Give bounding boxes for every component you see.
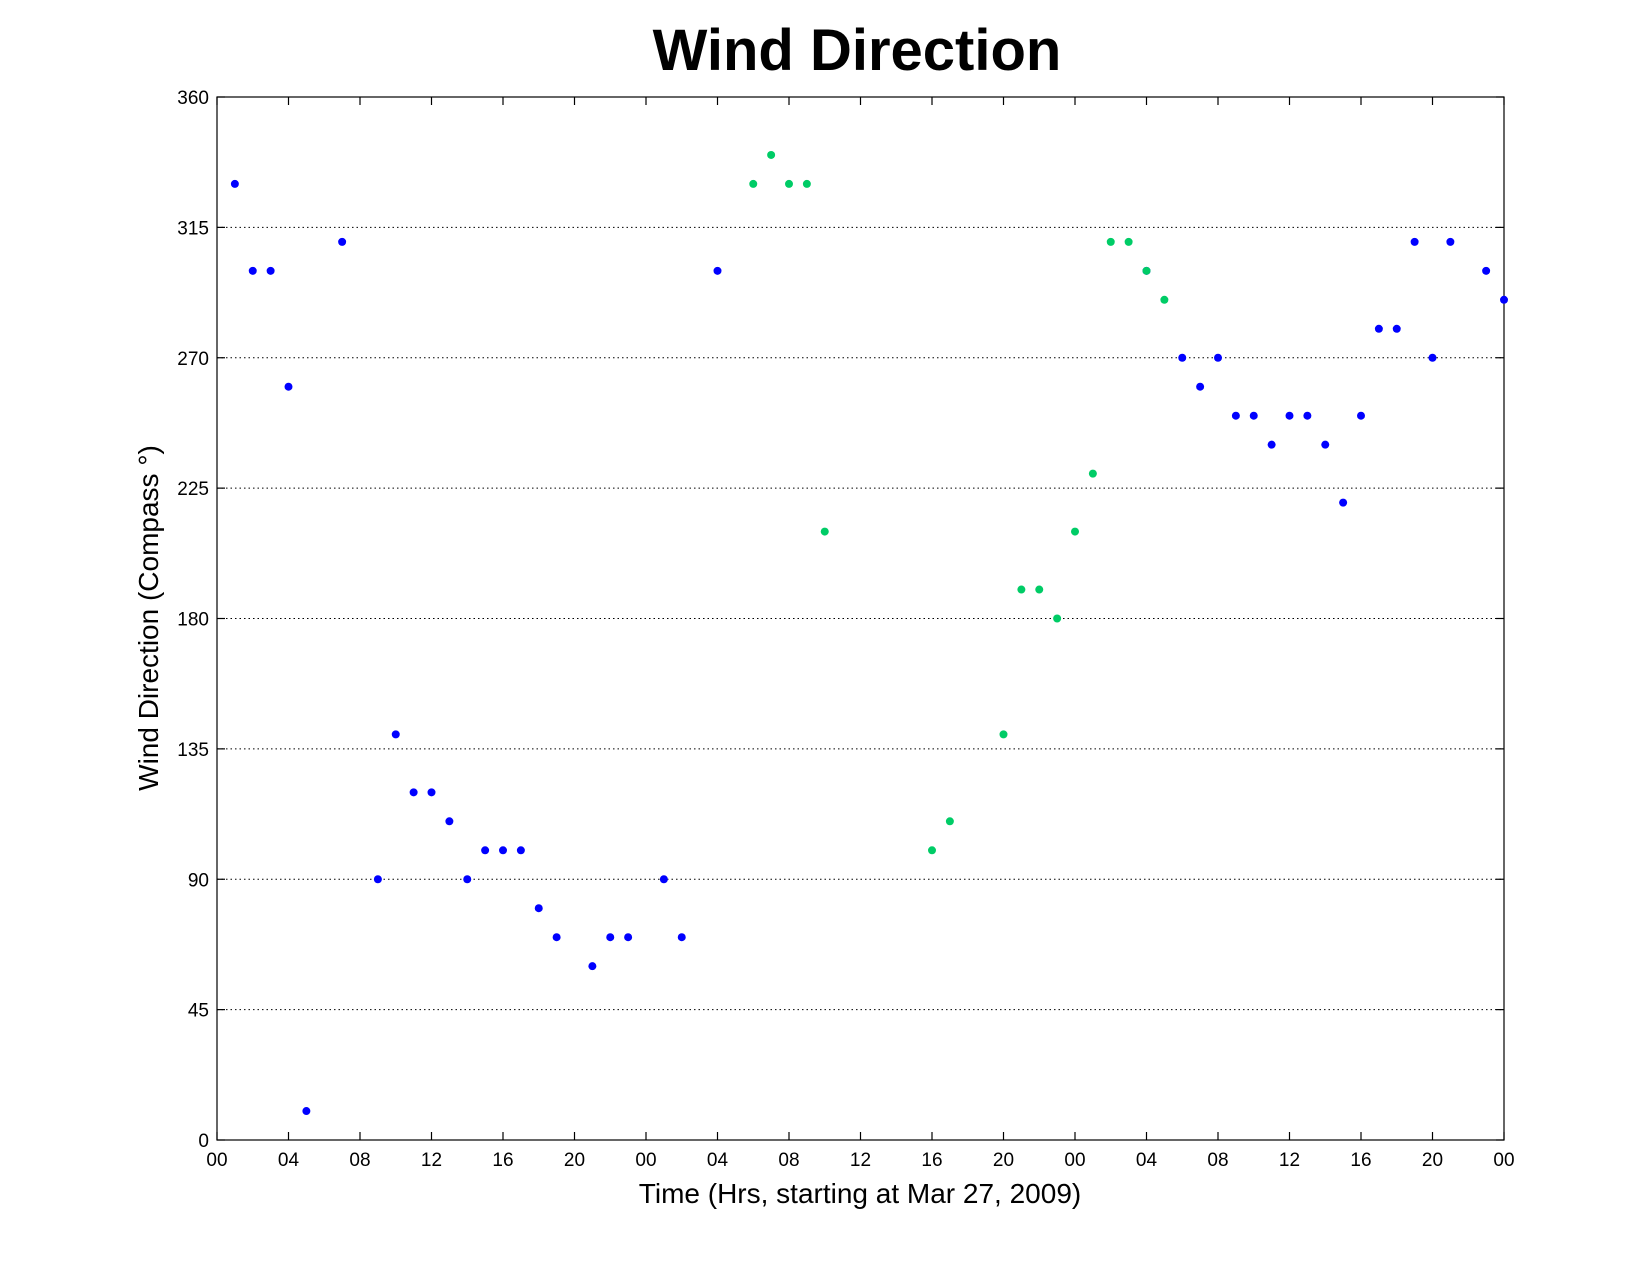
data-point — [1053, 614, 1062, 623]
y-tick-label: 180 — [177, 610, 209, 631]
data-point — [1374, 324, 1383, 333]
data-point — [1285, 411, 1294, 420]
data-point — [409, 788, 418, 797]
x-tick-label: 20 — [1422, 1150, 1443, 1171]
data-point — [1214, 353, 1222, 362]
x-tick-label: 20 — [993, 1150, 1014, 1171]
data-point — [802, 179, 811, 188]
data-point — [445, 817, 454, 826]
data-point — [999, 730, 1008, 739]
data-point — [1249, 411, 1258, 420]
data-point — [588, 962, 597, 971]
data-point — [713, 266, 722, 275]
data-point — [820, 527, 829, 536]
axis-ticks: 0 45 90 135 180 225 270 315 360 00 04 08 12 16 20 00 04 0… — [177, 88, 1514, 1171]
data-point — [373, 875, 382, 884]
data-point — [499, 846, 507, 855]
y-tick-label: 360 — [177, 88, 209, 109]
data-point — [1428, 353, 1437, 362]
data-point — [427, 788, 436, 797]
data-point — [1500, 295, 1508, 304]
data-point — [1303, 411, 1312, 420]
x-tick-label: 12 — [421, 1150, 442, 1171]
data-point — [1357, 411, 1365, 420]
data-point — [534, 904, 543, 913]
data-point — [1196, 382, 1205, 391]
data-point — [1339, 498, 1348, 507]
y-tick-label: 225 — [177, 479, 209, 500]
x-tick-label: 04 — [1136, 1150, 1158, 1171]
x-tick-label: 16 — [921, 1150, 942, 1171]
data-point — [391, 730, 400, 739]
y-tick-label: 135 — [177, 740, 209, 761]
y-tick-label: 0 — [198, 1131, 209, 1152]
data-point — [1267, 440, 1276, 449]
data-point — [230, 179, 239, 188]
data-point — [248, 266, 257, 275]
x-axis-label: Time (Hrs, starting at Mar 27, 2009) — [639, 1178, 1081, 1209]
data-point — [1124, 237, 1133, 246]
x-tick-label: 08 — [1207, 1150, 1228, 1171]
x-tick-label: 00 — [1493, 1150, 1514, 1171]
data-point — [659, 875, 668, 884]
data-point — [481, 846, 490, 855]
data-point — [1482, 266, 1491, 275]
data-point — [928, 846, 936, 855]
y-tick-label: 270 — [177, 349, 209, 370]
y-tick-label: 90 — [188, 870, 209, 891]
data-point — [266, 266, 275, 275]
data-point — [606, 933, 615, 942]
data-point — [552, 933, 561, 942]
x-tick-label: 16 — [492, 1150, 513, 1171]
x-tick-label: 00 — [1064, 1150, 1085, 1171]
x-tick-label: 12 — [1279, 1150, 1300, 1171]
data-point — [1410, 237, 1419, 246]
data-point — [1231, 411, 1240, 420]
data-point — [1178, 353, 1187, 362]
x-tick-label: 04 — [278, 1150, 300, 1171]
chart-title: Wind Direction — [653, 18, 1062, 83]
data-point — [677, 933, 686, 942]
data-point — [1017, 585, 1026, 594]
data-point — [1071, 527, 1079, 536]
data-point — [516, 846, 525, 855]
data-point — [945, 817, 954, 826]
data-point — [338, 237, 347, 246]
x-tick-label: 00 — [206, 1150, 227, 1171]
data-points — [230, 150, 1508, 1116]
data-point — [767, 150, 776, 159]
data-point — [1160, 295, 1169, 304]
x-tick-label: 12 — [850, 1150, 871, 1171]
data-point — [1088, 469, 1097, 478]
data-point — [1446, 237, 1455, 246]
data-point — [624, 933, 633, 942]
data-point — [302, 1107, 311, 1116]
y-axis-label: Wind Direction (Compass °) — [133, 445, 164, 791]
y-tick-label: 315 — [177, 218, 209, 239]
x-tick-label: 16 — [1350, 1150, 1371, 1171]
data-point — [1392, 324, 1401, 333]
data-point — [1321, 440, 1330, 449]
x-tick-label: 04 — [707, 1150, 729, 1171]
data-point — [1106, 237, 1115, 246]
grid-lines — [217, 226, 1504, 1011]
data-point — [1142, 266, 1151, 275]
data-point — [1035, 585, 1044, 594]
y-tick-label: 45 — [188, 1001, 209, 1022]
x-tick-label: 20 — [564, 1150, 585, 1171]
data-point — [749, 179, 758, 188]
x-tick-label: 00 — [635, 1150, 656, 1171]
data-point — [284, 382, 293, 391]
x-tick-label: 08 — [778, 1150, 799, 1171]
data-point — [785, 179, 793, 188]
x-tick-label: 08 — [349, 1150, 370, 1171]
data-point — [463, 875, 472, 884]
